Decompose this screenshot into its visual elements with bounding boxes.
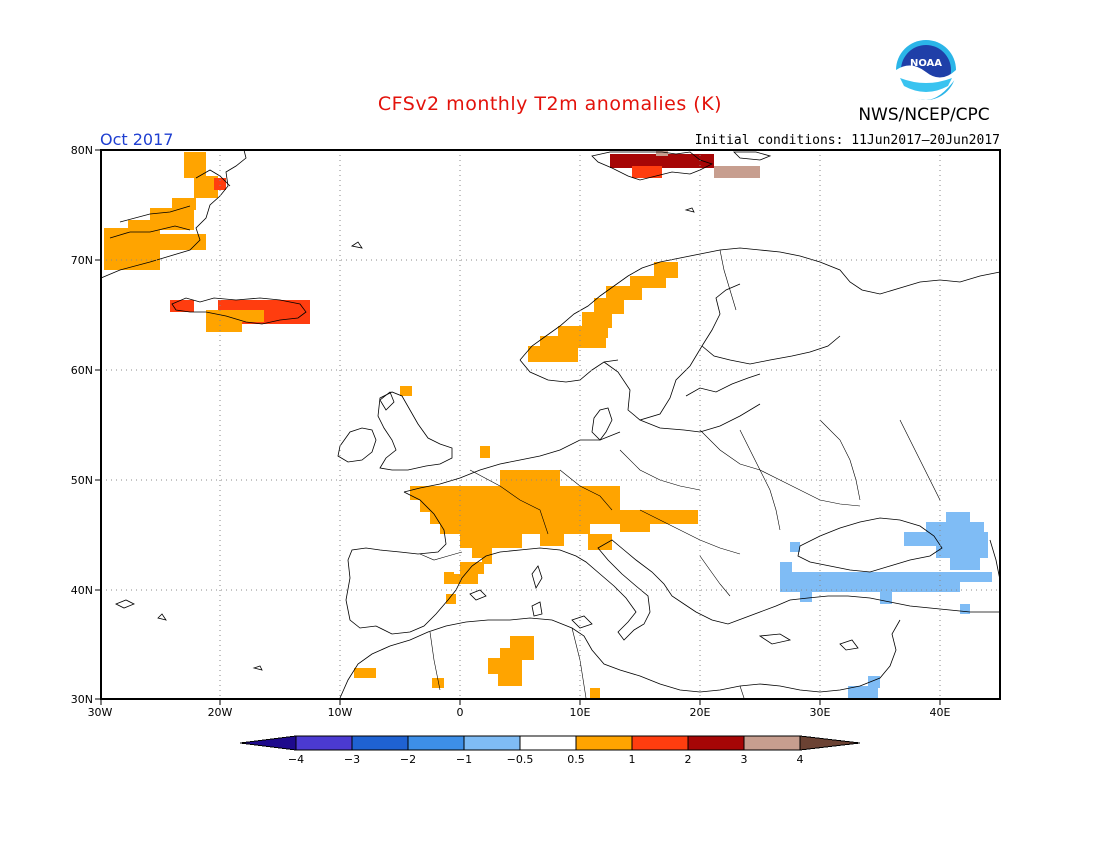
- cells-spain: [444, 562, 484, 604]
- x-tick-label: 30W: [88, 706, 113, 719]
- x-tick-label: 20E: [690, 706, 711, 719]
- x-tick-label: 40E: [930, 706, 951, 719]
- colorbar: [239, 735, 861, 751]
- colorbar-labels: −4 −3 −2 −1 −0.5 0.5 1 2 3 4: [288, 753, 804, 766]
- map-frame: [100, 149, 1001, 700]
- colorbar-label: −1: [456, 753, 472, 766]
- x-axis: [100, 699, 941, 705]
- x-tick-label: 0: [457, 706, 464, 719]
- colorbar-label: 4: [797, 753, 804, 766]
- noaa-logo-text: NOAA: [910, 58, 942, 69]
- colorbar-segment: [407, 735, 465, 751]
- x-tick-label: 30E: [810, 706, 831, 719]
- colorbar-arrow-low: [239, 735, 297, 751]
- colorbar-segment: [631, 735, 689, 751]
- y-axis-labels: 80N 70N 60N 50N 40N 30N: [71, 144, 93, 706]
- colorbar-label: 0.5: [567, 753, 585, 766]
- x-tick-label: 10W: [328, 706, 353, 719]
- cells-norway: [400, 262, 678, 396]
- colorbar-arrow-high: [799, 735, 861, 751]
- y-tick-label: 50N: [71, 474, 93, 487]
- map-panel: [100, 149, 1001, 700]
- y-axis: [95, 149, 101, 700]
- colorbar-segment: [687, 735, 745, 751]
- colorbar-segment: [295, 735, 353, 751]
- cells-central-europe: [410, 446, 698, 564]
- country-borders: [419, 249, 941, 699]
- colorbar-segment: [519, 735, 577, 751]
- cells-north-africa: [354, 636, 600, 698]
- month-label: Oct 2017: [100, 130, 173, 149]
- cells-svalbard: [610, 150, 760, 178]
- noaa-logo: NOAA: [896, 40, 956, 100]
- y-tick-label: 30N: [71, 693, 93, 706]
- map-background: [101, 150, 1000, 699]
- initial-conditions: Initial conditions: 11Jun2017–20Jun2017: [695, 133, 1000, 148]
- y-tick-label: 70N: [71, 254, 93, 267]
- x-axis-labels: 30W 20W 10W 0 10E 20E 30E 40E: [88, 706, 951, 719]
- y-tick-label: 60N: [71, 364, 93, 377]
- agency-label: NWS/NCEP/CPC: [858, 105, 989, 125]
- colorbar-label: 1: [629, 753, 636, 766]
- colorbar-segment: [463, 735, 521, 751]
- colorbar-segment: [743, 735, 801, 751]
- colorbar-segment: [351, 735, 409, 751]
- colorbar-label: 3: [741, 753, 748, 766]
- coastlines: [100, 149, 1001, 699]
- colorbar-label: −0.5: [507, 753, 534, 766]
- colorbar-label: −3: [344, 753, 360, 766]
- x-tick-label: 10E: [570, 706, 591, 719]
- colorbar-label: 2: [685, 753, 692, 766]
- anomaly-cells: [104, 150, 992, 700]
- colorbar-label: −2: [400, 753, 416, 766]
- y-tick-label: 80N: [71, 144, 93, 157]
- map-title: CFSv2 monthly T2m anomalies (K): [378, 93, 722, 115]
- x-tick-label: 20W: [208, 706, 233, 719]
- cells-iceland: [170, 300, 310, 332]
- y-tick-label: 40N: [71, 584, 93, 597]
- colorbar-segment: [575, 735, 633, 751]
- colorbar-label: −4: [288, 753, 304, 766]
- cells-blue: [780, 512, 992, 700]
